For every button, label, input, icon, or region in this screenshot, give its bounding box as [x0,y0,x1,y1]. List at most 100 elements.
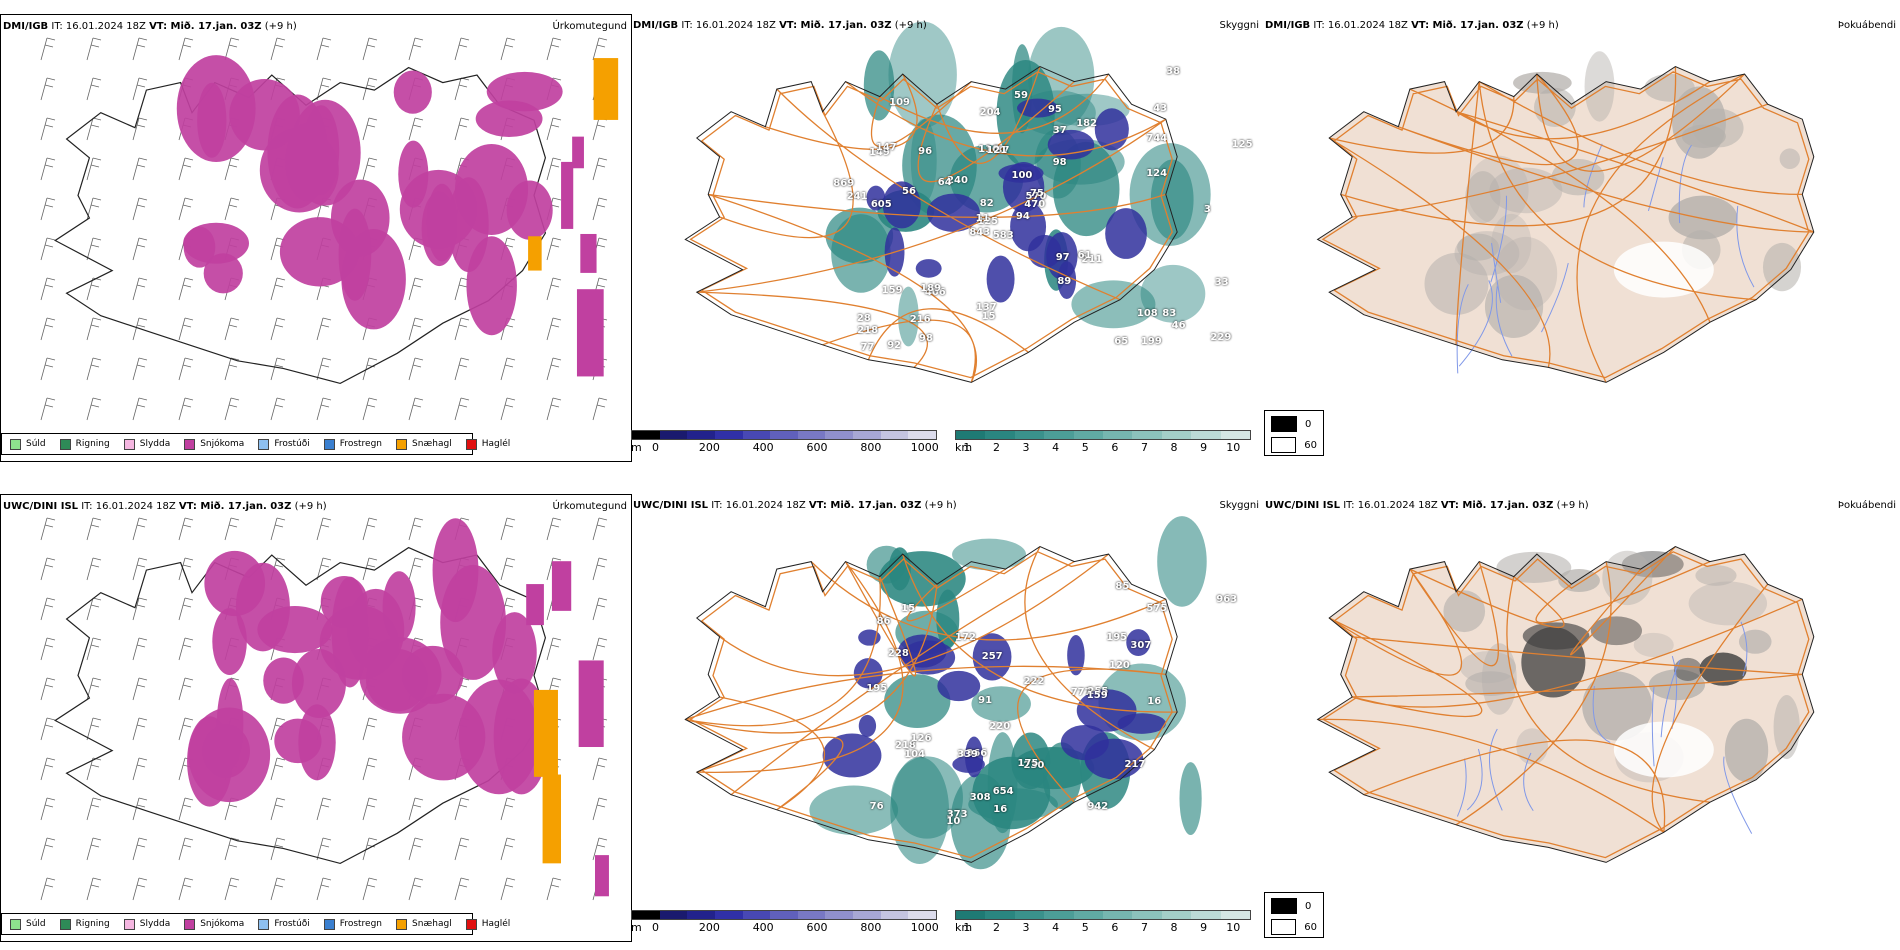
colorbar-segment [714,431,743,439]
snowfall-area-sea [526,584,544,626]
cloud-base-value: 124 [1146,168,1168,180]
wind-barb [316,797,332,821]
snowfall-area-sea [580,233,597,273]
legend-item: Haglél [465,918,510,930]
legend-swatch [323,438,335,450]
wind-barb [546,317,562,341]
fog-index-patch [1424,252,1489,315]
wind-barb [40,517,56,541]
cloud-base-value: 159 [1086,689,1108,701]
fog-legend: 0 60 [1264,892,1324,938]
wind-barb [40,677,56,701]
cloud-base-area [1047,129,1095,160]
snowfall-blob [382,571,416,643]
wind-barb [592,197,608,221]
legend-swatch [10,438,21,450]
colorbar-tick-label: 9 [1200,921,1208,934]
snowfall-area-sea [561,161,574,229]
wind-barb [178,677,194,701]
wind-barb [178,157,194,181]
wind-barb [408,517,424,541]
low-visibility-areas [809,516,1207,870]
wind-barb [40,757,56,781]
iceland-coastline [684,66,1178,383]
fog-legend-label: 60 [1304,921,1317,933]
snowfall-areas [187,518,609,897]
cloud-base-value: 570 [1025,190,1047,202]
wind-barb [546,877,562,901]
cloud-base-value: 126 [910,733,932,745]
colorbar-tick-label: 4 [1052,441,1060,454]
wind-barb [454,797,470,821]
cloud-base-value: 85 [1115,580,1130,592]
snowfall-blob [440,564,507,680]
wind-barb [592,557,608,581]
wind-barb [316,317,332,341]
road-network [1321,66,1815,383]
legend-swatch [59,918,71,930]
cloud-base-value: 339 [957,748,978,760]
wind-barb [454,837,470,861]
legend-swatch [323,918,335,930]
wind-barb [316,37,332,61]
cloud-base-value: 116 [978,144,999,156]
cloud-base-value: 64 [937,176,952,188]
cloud-base-value: 95 [1047,103,1062,115]
precip-type-legend: Súld Rigning Slydda Snjókoma Frostúði Frostre… [1,433,510,455]
colorbar-unit: m [631,921,642,934]
cloud-base-value: 16 [1147,695,1162,707]
cloud-base-value: 82 [979,198,994,210]
wind-barb [362,397,378,421]
panel-type-label: Úrkomutegund [552,21,627,32]
snowfall-area-sea [578,660,604,748]
cloud-base-area [1027,234,1062,268]
fog-panel-bottom: UWC/DINI ISL IT: 16.01.2024 18Z VT: Mið.… [1263,494,1900,940]
cloud-base-area [858,714,877,737]
wind-barb [178,357,194,381]
visibility-area [1140,264,1206,323]
visibility-colorbar: km 1 2 3 4 5 6 7 8 9 10 [955,910,1251,940]
wind-barb [270,37,286,61]
visibility-area [1071,280,1156,329]
cloud-base-area [972,633,1012,681]
glacier-area [1613,721,1714,778]
snowfall-blob [393,70,432,114]
legend-item: Frostúði [258,918,310,930]
cloud-base-value: 76 [869,801,884,813]
fog-index-patch [1558,568,1600,593]
glacier-area [1613,241,1714,298]
cloud-base-value: 159 [881,284,903,296]
wind-barb [132,717,148,741]
fog-index-patch [1465,671,1517,696]
colorbar-tick-label: 7 [1140,921,1148,934]
cloud-base-value: 91 [978,695,993,707]
cloud-base-value: 37 [995,145,1010,157]
fog-index-patch [1779,148,1800,170]
wind-barb [178,877,194,901]
colorbar-tick-label: 5 [1081,921,1089,934]
legend-swatch [59,438,71,450]
wind-barb [362,517,378,541]
wind-barb [270,277,286,301]
wind-barb [546,277,562,301]
legend-label: Slydda [139,919,171,929]
wind-barb [132,37,148,61]
wind-barb [178,597,194,621]
fog-panel-top: DMI/IGB IT: 16.01.2024 18Z VT: Mið. 17.j… [1263,14,1900,460]
wind-barb [546,357,562,381]
cloud-base-value: 307 [1130,640,1152,652]
wind-barb [454,77,470,101]
cloud-base-colorbar: m 0 200 400 600 800 1000 [631,430,939,460]
colorbar-segment [985,911,1015,919]
cloud-base-value: 654 [992,785,1014,797]
fog-index-patch [1521,627,1586,698]
legend-label: Snjókoma [200,439,245,449]
colorbar-tick-label: 8 [1170,921,1178,934]
colorbar-segment [687,431,715,439]
cloud-base-value: 241 [846,191,868,203]
colorbar-segment [1073,911,1104,919]
wind-barb [132,557,148,581]
wind-barb [592,517,608,541]
wind-barb [178,837,194,861]
visibility-value: 963 [1216,593,1238,605]
